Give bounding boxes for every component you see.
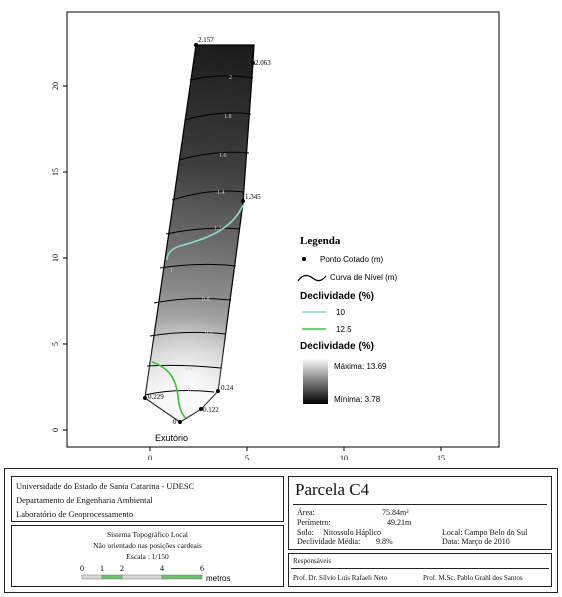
perimeter-value: 49.21m — [387, 518, 412, 527]
area-value: 75.84m² — [382, 508, 409, 517]
area-label: Área: — [297, 508, 315, 517]
spot-label: 0.24 — [221, 384, 234, 392]
x-tick-label: 0 — [148, 454, 152, 460]
scale-tick-label: 4 — [160, 564, 164, 573]
spot-label: 1.345 — [245, 193, 261, 201]
responsible-2: Prof. M.Sc. Pablo Grahl dos Santos — [423, 574, 523, 582]
contour-label: 1.4 — [217, 190, 225, 196]
contour-label: 1.8 — [224, 114, 232, 120]
department-line: Departamento de Engenharia Ambiental — [16, 495, 153, 505]
contour-symbol — [297, 274, 327, 282]
legend-title: Legenda — [300, 235, 341, 247]
responsible-box: Responsáveis Prof. Dr. Sílvio Luís Rafae… — [288, 553, 552, 587]
spot-label: 2.157 — [198, 36, 214, 44]
spot-point — [241, 199, 245, 203]
y-tick-label: 15 — [51, 168, 60, 176]
soil-value: Nitossolo Háplico — [323, 528, 381, 537]
date: Data: Março de 2010 — [442, 537, 510, 546]
contour-label: 0.6 — [205, 330, 213, 336]
spot-label: 0 — [173, 418, 177, 426]
soil-label: Solo: — [297, 528, 314, 537]
parcel-light-area — [145, 45, 254, 422]
x-tick-label: 15 — [437, 454, 445, 460]
spot-label: 0.122 — [203, 406, 219, 414]
institution-line: Universidade do Estado de Santa Catarina… — [16, 481, 195, 491]
spot-heights — [143, 43, 255, 424]
y-tick-label: 20 — [51, 82, 60, 90]
contour-label: 2 — [229, 75, 232, 81]
system-line: Sistema Topográfico Local — [107, 530, 188, 539]
contour-label: 1.2 — [214, 226, 222, 232]
perimeter-label: Perímetro: — [297, 518, 331, 527]
x-tick-label: 10 — [340, 454, 348, 460]
system-box: Sistema Topográfico Local Não orientado … — [11, 525, 284, 587]
responsible-title: Responsáveis — [293, 557, 332, 565]
legend: Legenda Ponto Cotado (m) Curva de Nível … — [297, 235, 397, 404]
plot-title: Parcela C4 — [295, 480, 370, 499]
orientation-line: Não orientado nas posições cardeais — [93, 541, 202, 550]
spot-point — [143, 396, 147, 400]
y-tick-label: 10 — [51, 254, 60, 262]
spot-point — [178, 420, 182, 424]
location: Local: Campo Belo do Sul — [442, 528, 528, 537]
slope-line-10 — [166, 204, 244, 261]
scale-tick-label: 2 — [120, 564, 124, 573]
contour-label: 1.6 — [219, 153, 227, 159]
contour-label: 0.8 — [202, 297, 210, 303]
spot-label: 0.229 — [148, 393, 164, 401]
scale-bar: 0 1 2 4 6 metros — [80, 564, 230, 583]
contour-label: 0.4 — [185, 366, 193, 372]
outlet-label: Exutório — [155, 433, 188, 443]
legend-contour-label: Curva de Nível (m) — [330, 273, 397, 282]
lab-line: Laboratório de Geoprocessamento — [16, 509, 134, 519]
slope-color-ramp — [303, 358, 328, 404]
scale-unit: metros — [206, 574, 230, 583]
legend-max-label: Máxima: 13.69 — [334, 362, 387, 371]
info-box: Parcela C4 Área: 75.84m² Perímetro: 49.2… — [288, 476, 552, 550]
legend-min-label: Mínima: 3.78 — [334, 395, 381, 404]
spot-label: 2.063 — [255, 59, 271, 67]
legend-slope-lines-title: Declividade (%) — [300, 291, 374, 302]
scale-tick-label: 6 — [200, 564, 204, 573]
parcel-map: 2 1.8 1.6 1.4 1.2 1 0.8 0.6 0.4 0.2 2.15… — [51, 11, 500, 460]
legend-slope-ramp-title: Declividade (%) — [300, 341, 374, 352]
x-tick-label: 5 — [245, 454, 249, 460]
slope-line-12-5 — [151, 361, 187, 419]
institution-box: Universidade do Estado de Santa Catarina… — [11, 476, 284, 522]
spot-point — [194, 43, 198, 47]
point-symbol — [302, 257, 306, 261]
legend-slope-10: 10 — [336, 308, 345, 317]
legend-point-label: Ponto Cotado (m) — [320, 255, 383, 264]
map-frame — [66, 11, 500, 448]
slope-value: 9.8% — [376, 537, 393, 546]
contour-label: 0.2 — [188, 388, 196, 394]
responsible-1: Prof. Dr. Sílvio Luís Rafaeli Neto — [293, 574, 388, 582]
slope-label: Declividade Média: — [297, 537, 361, 546]
scale-tick-label: 0 — [80, 564, 84, 573]
spot-point — [216, 389, 220, 393]
spot-point — [251, 61, 255, 65]
y-tick-label: 5 — [51, 342, 60, 346]
spot-point — [199, 407, 203, 411]
contour-label: 1 — [170, 268, 173, 274]
y-tick-label: 0 — [51, 428, 60, 432]
legend-slope-12-5: 12.5 — [336, 325, 352, 334]
scale-tick-label: 1 — [100, 564, 104, 573]
scale-line: Escala : 1/150 — [126, 552, 169, 561]
